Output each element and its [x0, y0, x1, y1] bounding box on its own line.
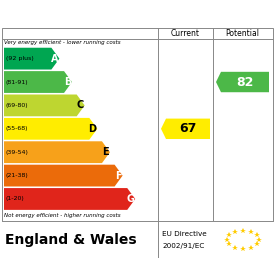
- Text: Current: Current: [171, 29, 200, 38]
- Polygon shape: [4, 94, 85, 116]
- Text: 82: 82: [236, 76, 253, 88]
- Text: A: A: [51, 54, 58, 64]
- Polygon shape: [4, 118, 97, 140]
- Text: (92 plus): (92 plus): [6, 56, 34, 61]
- Text: 67: 67: [179, 122, 196, 135]
- Text: E: E: [102, 147, 109, 157]
- Polygon shape: [4, 141, 110, 163]
- Text: C: C: [76, 100, 84, 110]
- Polygon shape: [4, 48, 59, 70]
- Polygon shape: [216, 72, 269, 92]
- Text: 2002/91/EC: 2002/91/EC: [162, 243, 204, 249]
- Text: B: B: [64, 77, 71, 87]
- Polygon shape: [4, 165, 123, 187]
- Polygon shape: [161, 119, 210, 139]
- Text: Potential: Potential: [226, 29, 260, 38]
- Text: (69-80): (69-80): [6, 103, 29, 108]
- Polygon shape: [4, 188, 135, 210]
- Text: (55-68): (55-68): [6, 126, 29, 131]
- Polygon shape: [4, 71, 72, 93]
- Text: (81-91): (81-91): [6, 79, 29, 85]
- Text: F: F: [115, 171, 122, 181]
- Text: G: G: [126, 194, 134, 204]
- Text: (21-38): (21-38): [6, 173, 29, 178]
- Text: Not energy efficient - higher running costs: Not energy efficient - higher running co…: [4, 213, 121, 218]
- Text: (1-20): (1-20): [6, 197, 25, 201]
- Text: (39-54): (39-54): [6, 150, 29, 155]
- Text: EU Directive: EU Directive: [162, 231, 207, 237]
- Text: England & Wales: England & Wales: [5, 233, 137, 247]
- Text: D: D: [88, 124, 96, 134]
- Text: Energy Efficiency Rating: Energy Efficiency Rating: [8, 6, 210, 21]
- Text: Very energy efficient - lower running costs: Very energy efficient - lower running co…: [4, 41, 121, 45]
